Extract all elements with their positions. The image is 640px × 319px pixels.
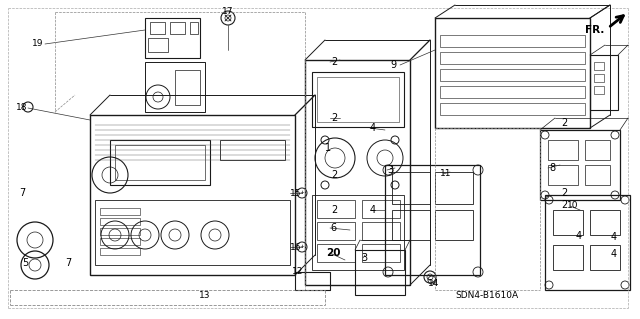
Bar xyxy=(594,74,604,82)
Bar xyxy=(590,210,620,235)
Text: SDN4-B1610A: SDN4-B1610A xyxy=(456,292,518,300)
Text: 1: 1 xyxy=(325,143,331,153)
Bar xyxy=(110,140,210,185)
Text: FR.: FR. xyxy=(586,25,605,35)
Text: +: + xyxy=(300,190,305,196)
Text: 4: 4 xyxy=(370,123,376,133)
Text: 4: 4 xyxy=(370,205,376,215)
Text: 4: 4 xyxy=(611,232,617,242)
Text: 6: 6 xyxy=(330,223,336,233)
Bar xyxy=(317,222,355,240)
Text: 12: 12 xyxy=(292,268,304,277)
Bar xyxy=(145,62,205,112)
Bar xyxy=(392,172,430,204)
Bar xyxy=(440,35,585,47)
Bar xyxy=(90,115,295,275)
Text: 2: 2 xyxy=(561,200,567,210)
Bar xyxy=(317,77,399,122)
Text: 14: 14 xyxy=(428,279,440,288)
Bar xyxy=(385,165,480,275)
Text: 7: 7 xyxy=(65,258,71,268)
Bar xyxy=(435,172,473,204)
Text: 17: 17 xyxy=(222,8,234,17)
Text: 7: 7 xyxy=(19,188,25,198)
Bar xyxy=(362,244,400,262)
Bar xyxy=(362,222,400,240)
Bar xyxy=(295,272,330,290)
Text: 9: 9 xyxy=(390,60,396,70)
Bar xyxy=(590,55,618,110)
Text: 5: 5 xyxy=(22,258,28,268)
Bar xyxy=(440,103,585,115)
Text: 2: 2 xyxy=(561,118,567,128)
Bar xyxy=(545,195,630,290)
Text: +: + xyxy=(300,244,305,249)
Bar xyxy=(312,195,404,270)
Bar xyxy=(392,210,430,240)
Bar xyxy=(150,22,165,34)
Text: 2: 2 xyxy=(331,170,337,180)
Bar xyxy=(594,62,604,70)
Bar xyxy=(115,145,205,180)
Bar xyxy=(540,130,620,200)
Text: 20: 20 xyxy=(326,248,340,258)
Bar xyxy=(100,238,140,245)
Bar xyxy=(317,200,355,218)
Bar xyxy=(100,208,140,215)
Text: 4: 4 xyxy=(611,249,617,259)
Text: 2: 2 xyxy=(331,205,337,215)
Bar xyxy=(362,200,400,218)
Bar xyxy=(145,18,200,58)
Bar xyxy=(175,70,200,105)
Bar xyxy=(317,244,355,262)
Bar xyxy=(435,210,473,240)
Bar xyxy=(594,86,604,94)
Text: 8: 8 xyxy=(549,163,555,173)
Text: 4: 4 xyxy=(576,231,582,241)
Bar xyxy=(95,200,290,265)
Text: 2: 2 xyxy=(331,113,337,123)
Bar xyxy=(220,140,285,160)
Bar xyxy=(100,218,140,225)
Bar xyxy=(440,69,585,81)
Text: 19: 19 xyxy=(32,40,44,48)
Bar xyxy=(312,72,404,127)
Text: 2: 2 xyxy=(561,188,567,198)
Bar xyxy=(590,245,620,270)
Text: 11: 11 xyxy=(440,169,452,179)
Bar xyxy=(585,165,610,185)
Bar xyxy=(553,210,583,235)
Bar xyxy=(553,245,583,270)
Bar xyxy=(305,60,410,285)
Text: 3: 3 xyxy=(387,165,393,175)
Bar xyxy=(148,38,168,52)
Bar xyxy=(190,22,198,34)
Bar xyxy=(170,22,185,34)
Bar xyxy=(100,228,140,235)
Text: 13: 13 xyxy=(199,291,211,300)
Bar xyxy=(435,18,590,128)
Bar xyxy=(548,140,578,160)
Bar xyxy=(440,52,585,64)
Bar xyxy=(355,250,405,295)
Text: 18: 18 xyxy=(16,103,28,113)
Text: 3: 3 xyxy=(361,253,367,263)
Bar xyxy=(440,86,585,98)
Bar xyxy=(100,248,140,255)
Text: 15: 15 xyxy=(291,189,301,197)
Text: 16: 16 xyxy=(291,242,301,251)
Bar xyxy=(548,165,578,185)
Text: 2: 2 xyxy=(331,57,337,67)
Bar xyxy=(585,140,610,160)
Text: 10: 10 xyxy=(567,202,579,211)
